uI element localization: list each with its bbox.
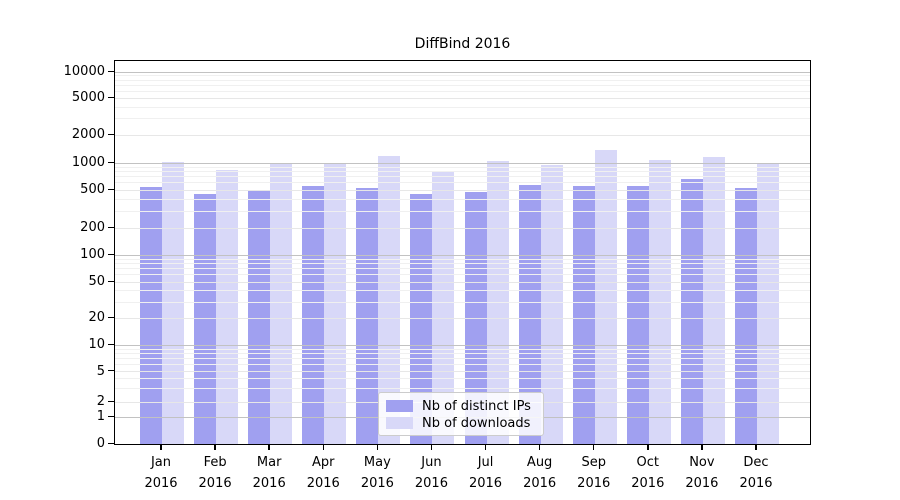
x-tick-mark-oct xyxy=(647,445,649,450)
legend-label-downloads: Nb of downloads xyxy=(422,415,531,431)
plot-area: Nb of distinct IPs Nb of downloads xyxy=(114,60,811,445)
x-tick-mark-may xyxy=(376,445,379,450)
x-tick-mark-sep xyxy=(593,445,595,450)
y-tick-mark-1 xyxy=(108,415,114,417)
x-tick-label-may: May 2016 xyxy=(360,455,394,491)
bar-downloads-nov xyxy=(702,156,725,444)
bar-downloads-apr xyxy=(324,163,347,444)
legend-item-distinct-ips: Nb of distinct IPs xyxy=(386,398,535,414)
bar-downloads-jun xyxy=(432,170,455,444)
x-tick-label-jul: Jul 2016 xyxy=(468,455,503,491)
y-tick-mark-200 xyxy=(108,226,114,228)
y-tick-label-5000: 5000 xyxy=(71,90,105,105)
y-tick-label-10000: 10000 xyxy=(63,64,105,79)
y-tick-label-2: 2 xyxy=(96,394,105,409)
x-tick-mark-aug xyxy=(538,445,541,450)
y-tick-mark-5000 xyxy=(108,96,114,98)
x-tick-mark-jan xyxy=(160,445,162,450)
bar-downloads-dec xyxy=(756,163,779,444)
x-tick-mark-dec xyxy=(755,445,757,450)
bar-ips-may xyxy=(356,187,379,444)
legend-item-downloads: Nb of downloads xyxy=(386,415,535,431)
legend-swatch-downloads xyxy=(386,417,413,429)
bar-downloads-sep xyxy=(594,150,617,444)
x-tick-label-dec: Dec 2016 xyxy=(739,455,773,491)
x-tick-mark-jul xyxy=(484,445,487,450)
y-tick-label-2000: 2000 xyxy=(71,127,105,142)
y-tick-mark-2 xyxy=(108,400,114,402)
y-tick-mark-50 xyxy=(108,280,114,282)
x-tick-label-mar: Mar 2016 xyxy=(252,455,286,491)
x-tick-label-aug: Aug 2016 xyxy=(523,455,557,491)
y-tick-label-500: 500 xyxy=(80,182,105,197)
bar-ips-sep xyxy=(572,185,595,444)
y-tick-mark-1000 xyxy=(108,161,114,163)
x-tick-label-apr: Apr 2016 xyxy=(306,455,340,491)
bar-ips-nov xyxy=(680,178,703,444)
y-tick-label-10: 10 xyxy=(88,337,105,352)
y-tick-mark-2000 xyxy=(108,133,114,135)
x-tick-label-sep: Sep 2016 xyxy=(577,455,611,491)
y-tick-label-0: 0 xyxy=(96,436,105,451)
chart-title: DiffBind 2016 xyxy=(414,36,511,52)
x-tick-mark-nov xyxy=(701,445,703,450)
y-tick-mark-10000 xyxy=(108,70,114,72)
x-tick-mark-jun xyxy=(430,445,433,450)
bar-ips-jan xyxy=(140,186,162,444)
y-tick-mark-5 xyxy=(108,370,114,372)
y-tick-mark-10 xyxy=(108,343,114,345)
x-tick-label-jan: Jan 2016 xyxy=(144,455,178,491)
x-tick-label-jun: Jun 2016 xyxy=(414,455,448,491)
y-tick-mark-500 xyxy=(108,188,114,190)
legend-swatch-distinct-ips xyxy=(386,400,413,412)
bar-ips-oct xyxy=(626,186,649,444)
y-tick-label-20: 20 xyxy=(88,310,105,325)
x-tick-label-oct: Oct 2016 xyxy=(631,455,665,491)
y-tick-label-1: 1 xyxy=(96,409,105,424)
y-tick-mark-100 xyxy=(108,253,114,255)
y-tick-mark-20 xyxy=(108,316,114,318)
x-tick-mark-mar xyxy=(268,445,270,450)
bar-downloads-feb xyxy=(216,170,239,444)
y-tick-label-200: 200 xyxy=(80,220,105,235)
bar-ips-dec xyxy=(734,187,757,444)
y-tick-label-1000: 1000 xyxy=(71,155,105,170)
bar-downloads-aug xyxy=(540,164,563,444)
y-tick-label-100: 100 xyxy=(80,247,105,262)
bar-ips-mar xyxy=(248,189,271,444)
y-tick-mark-0 xyxy=(108,442,114,444)
x-tick-mark-apr xyxy=(322,445,324,450)
bar-ips-apr xyxy=(302,185,325,444)
legend-label-distinct-ips: Nb of distinct IPs xyxy=(422,398,531,414)
bar-downloads-oct xyxy=(648,160,671,444)
y-tick-label-5: 5 xyxy=(96,363,105,379)
x-tick-mark-feb xyxy=(214,445,216,450)
bar-downloads-mar xyxy=(270,163,293,444)
bar-downloads-jan xyxy=(162,162,184,444)
legend: Nb of distinct IPs Nb of downloads xyxy=(378,392,544,436)
bars-layer xyxy=(115,61,810,444)
bar-ips-jun xyxy=(410,193,433,444)
bar-ips-feb xyxy=(194,193,217,444)
x-tick-label-feb: Feb 2016 xyxy=(198,455,232,491)
x-tick-label-nov: Nov 2016 xyxy=(685,455,719,491)
y-tick-label-50: 50 xyxy=(88,274,105,289)
